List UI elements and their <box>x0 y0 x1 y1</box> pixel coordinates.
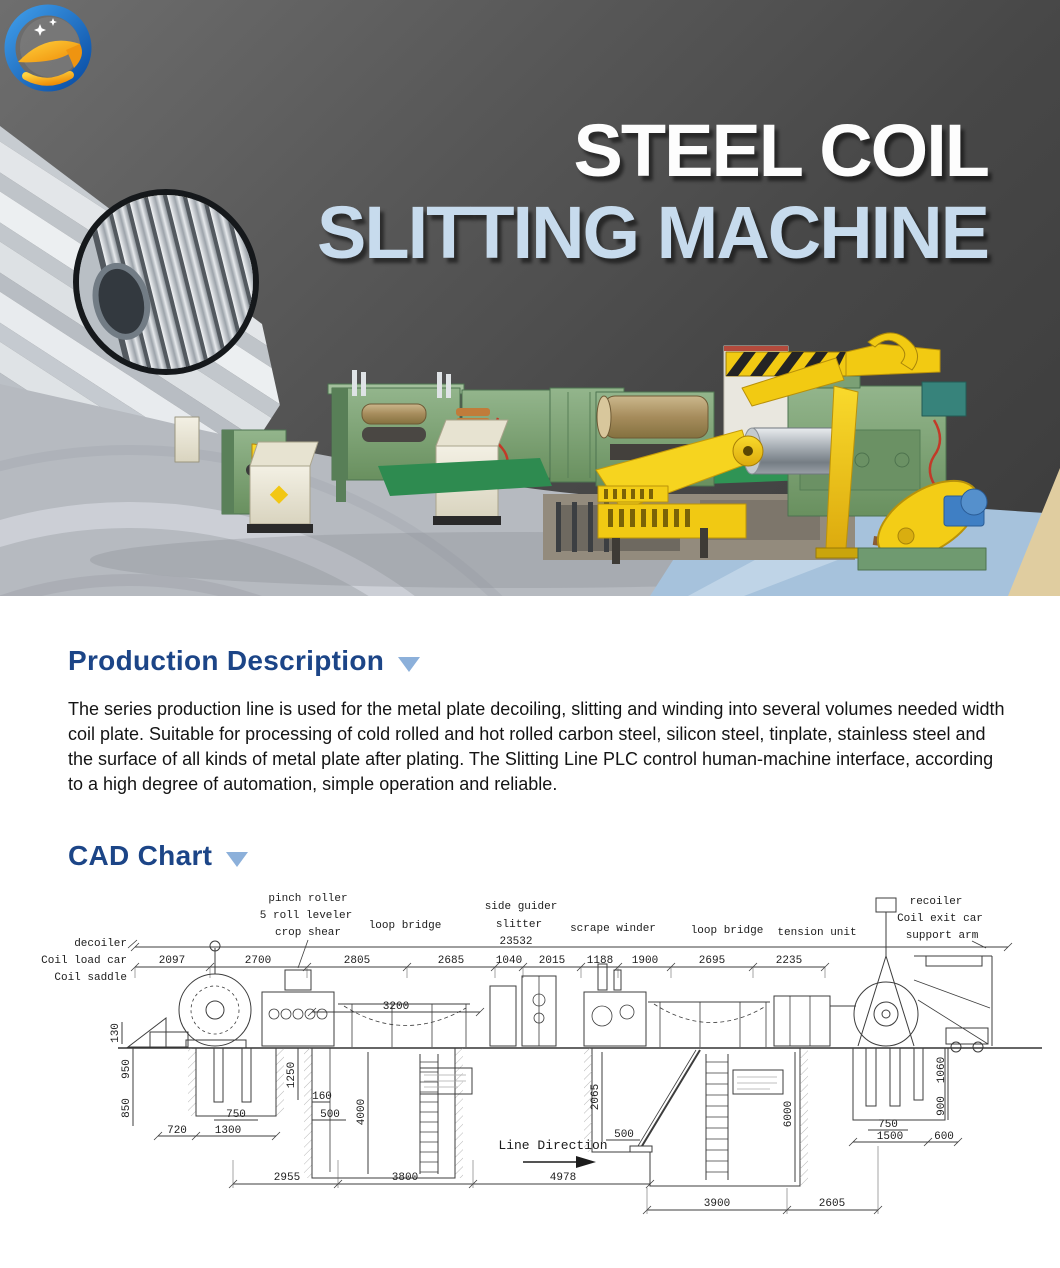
dim-6000: 6000 <box>783 1101 795 1127</box>
slit-coil-inset-photo <box>73 189 259 375</box>
cad-station-labels: decoiler Coil load car Coil saddle pinch… <box>41 893 987 984</box>
dim-850: 850 <box>121 1098 133 1118</box>
sparkle-icon <box>34 24 46 36</box>
dim-2695: 2695 <box>699 955 725 967</box>
dim-2235: 2235 <box>776 955 802 967</box>
dim-1900: 1900 <box>632 955 658 967</box>
dim-1188: 1188 <box>587 955 613 967</box>
banner-art <box>0 126 1060 596</box>
label-loop-bridge-1: loop bridge <box>369 920 442 932</box>
label-roll-leveler: 5 roll leveler <box>260 910 352 922</box>
cad-pits <box>188 1047 946 1187</box>
dim-500b: 500 <box>614 1129 634 1141</box>
label-coil-exit-car: Coil exit car <box>897 913 983 925</box>
cad-bottom-dimensions: 2955 3800 4978 3900 2605 <box>228 1146 883 1215</box>
label-side-guider: side guider <box>485 901 558 913</box>
dim-600: 600 <box>934 1131 954 1143</box>
dim-1060: 1060 <box>936 1057 948 1083</box>
line-direction-label: Line Direction <box>498 1138 607 1153</box>
label-support-arm: support arm <box>906 930 979 942</box>
cad-chart-heading: CAD Chart <box>68 840 249 872</box>
dim-1040: 1040 <box>496 955 522 967</box>
cad-drawing: decoiler Coil load car Coil saddle pinch… <box>30 888 1045 1240</box>
label-recoiler: recoiler <box>910 896 963 908</box>
expand-triangle-icon <box>226 851 249 867</box>
cad-machines <box>126 897 993 1053</box>
sparkle-icon <box>49 18 57 26</box>
machine-photo-illustration <box>174 332 988 571</box>
dim-2805: 2805 <box>344 955 370 967</box>
cad-line-direction: Line Direction <box>498 1138 608 1168</box>
banner-titles: STEEL COIL SLITTING MACHINE <box>317 109 990 274</box>
dim-4000: 4000 <box>356 1099 368 1125</box>
dim-950: 950 <box>121 1059 133 1079</box>
dim-720: 720 <box>167 1125 187 1137</box>
dim-130: 130 <box>110 1023 122 1043</box>
dim-2955: 2955 <box>274 1172 300 1184</box>
dim-2685: 2685 <box>438 955 464 967</box>
dim-3900: 3900 <box>704 1198 730 1210</box>
dim-900: 900 <box>936 1096 948 1116</box>
dim-2015: 2015 <box>539 955 565 967</box>
dim-3800: 3800 <box>392 1172 418 1184</box>
dim-160: 160 <box>312 1091 332 1103</box>
dim-2065: 2065 <box>590 1084 602 1110</box>
title-slitting-machine: SLITTING MACHINE <box>317 191 990 274</box>
dim-500a: 500 <box>320 1109 340 1121</box>
label-decoiler: decoiler <box>74 938 127 950</box>
label-scrape-winder: scrape winder <box>570 923 656 935</box>
label-coil-saddle: Coil saddle <box>54 972 127 984</box>
production-description-text: The series production line is used for t… <box>68 699 1005 794</box>
dim-overall: 23532 <box>499 936 532 948</box>
company-logo <box>4 4 92 92</box>
hero-banner: STEEL COIL SLITTING MACHINE <box>0 0 1060 596</box>
label-tension-unit: tension unit <box>777 927 856 939</box>
dim-2700: 2700 <box>245 955 271 967</box>
cad-inner-dimensions: 3200 130 950 850 750 720 1300 1250 160 5… <box>110 1001 963 1182</box>
dim-1250: 1250 <box>286 1062 298 1088</box>
dim-2605: 2605 <box>819 1198 845 1210</box>
dim-3200: 3200 <box>383 1001 409 1013</box>
production-description-heading: Production Description <box>68 645 421 677</box>
dim-1500: 1500 <box>877 1131 903 1143</box>
dim-750b: 750 <box>878 1119 898 1131</box>
dim-750a: 750 <box>226 1109 246 1121</box>
cad-top-dimensions: 23532 2097 2700 2805 2685 1040 2015 1188… <box>130 936 1013 978</box>
label-crop-shear: crop shear <box>275 927 341 939</box>
heading-text: Production Description <box>68 645 385 676</box>
label-slitter: slitter <box>496 919 542 931</box>
dim-2097: 2097 <box>159 955 185 967</box>
label-loop-bridge-2: loop bridge <box>691 925 764 937</box>
label-pinch-roller: pinch roller <box>268 893 347 905</box>
dim-1300: 1300 <box>215 1125 241 1137</box>
label-coil-load-car: Coil load car <box>41 955 127 967</box>
title-steel-coil: STEEL COIL <box>573 109 990 192</box>
expand-triangle-icon <box>398 656 421 672</box>
heading-text: CAD Chart <box>68 840 213 871</box>
dim-4978: 4978 <box>550 1172 576 1184</box>
line-direction-arrow-icon <box>576 1156 596 1168</box>
